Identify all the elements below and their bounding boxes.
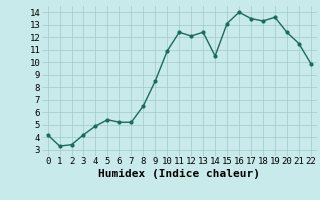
X-axis label: Humidex (Indice chaleur): Humidex (Indice chaleur) <box>98 169 260 179</box>
